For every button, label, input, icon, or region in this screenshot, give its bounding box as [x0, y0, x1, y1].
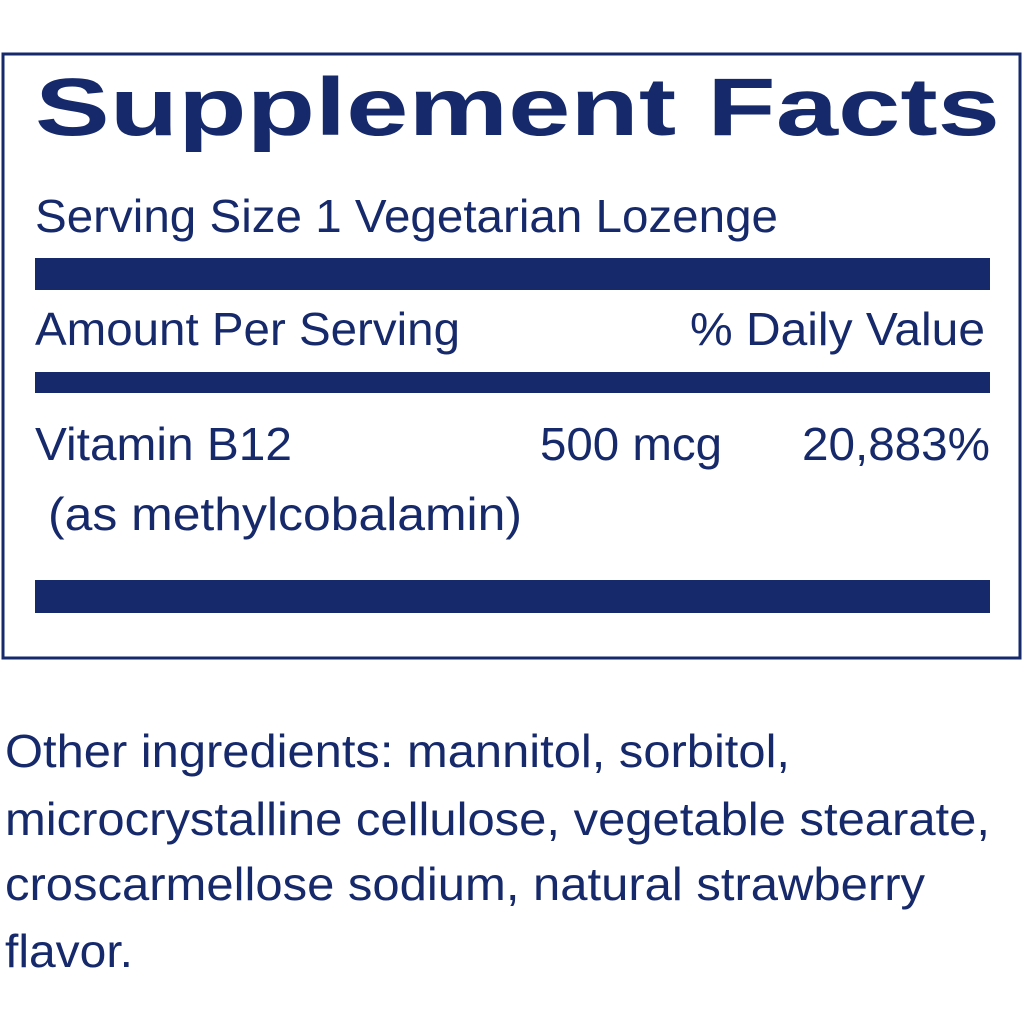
title: Supplement Facts	[35, 62, 1000, 153]
daily-value-header: % Daily Value	[690, 303, 985, 355]
facts-box	[1, 52, 1022, 660]
ingredients-line: Other ingredients: mannitol, sorbitol,	[5, 725, 790, 777]
ingredients-line: croscarmellose sodium, natural strawberr…	[5, 858, 925, 910]
nutrient-amount: 500 mcg	[540, 418, 722, 470]
ingredients-line: microcrystalline cellulose, vegetable st…	[5, 793, 990, 845]
nutrient-source: (as methylcobalamin)	[48, 488, 522, 540]
nutrient-name: Vitamin B12	[35, 418, 292, 470]
ingredients-line: flavor.	[5, 925, 133, 977]
divider	[35, 580, 990, 613]
serving-size: Serving Size 1 Vegetarian Lozenge	[35, 190, 778, 242]
amount-header: Amount Per Serving	[35, 303, 460, 355]
nutrient-daily-value: 20,883%	[802, 418, 990, 470]
divider	[35, 258, 990, 290]
divider	[35, 372, 990, 393]
